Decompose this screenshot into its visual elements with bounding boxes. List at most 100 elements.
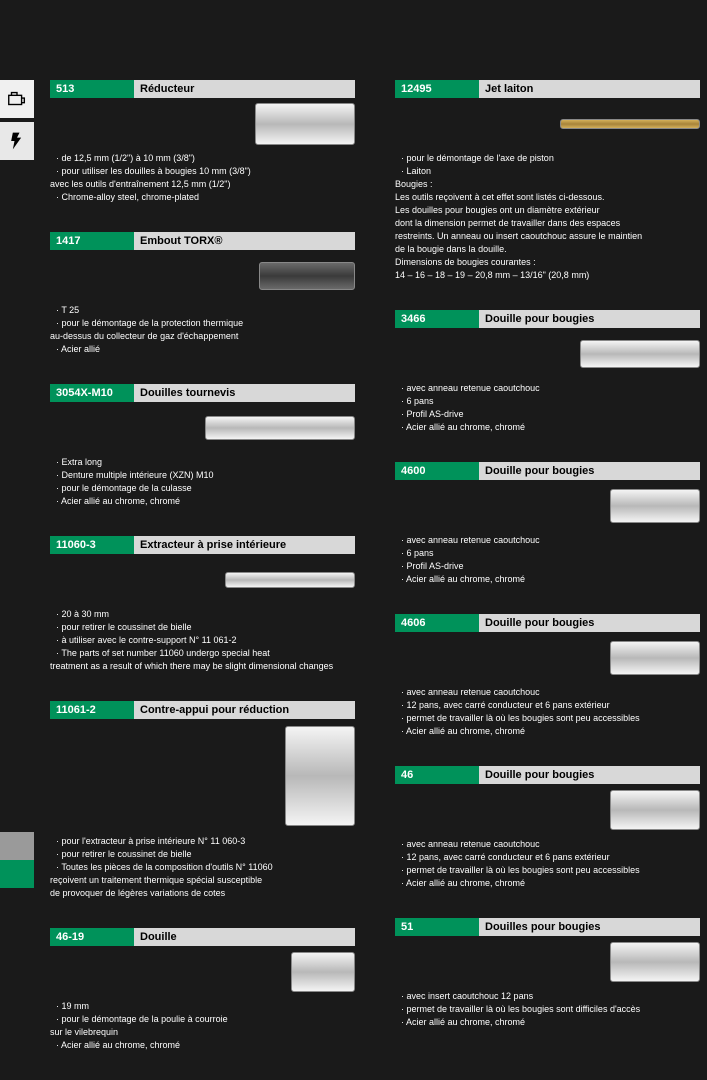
product-image (580, 340, 700, 368)
desc-line: · pour le démontage de la poulie à courr… (50, 1013, 355, 1026)
product-description: · avec anneau retenue caoutchouc· 12 pan… (395, 838, 700, 890)
desc-line: · avec anneau retenue caoutchouc (395, 534, 700, 547)
product-header: 513Réducteur (50, 80, 355, 98)
product-code: 513 (50, 80, 134, 98)
product-title: Douille (134, 928, 355, 946)
product-title: Réducteur (134, 80, 355, 98)
product-title: Embout TORX® (134, 232, 355, 250)
desc-line: · T 25 (50, 304, 355, 317)
desc-line: · 6 pans (395, 547, 700, 560)
desc-line: · Chrome-alloy steel, chrome-plated (50, 191, 355, 204)
product-image (610, 489, 700, 523)
product-description: · pour le démontage de l'axe de piston· … (395, 152, 700, 282)
product-image-slot (50, 556, 355, 604)
product-title: Douilles pour bougies (479, 918, 700, 936)
product-header: 4606Douille pour bougies (395, 614, 700, 632)
desc-line: · Acier allié au chrome, chromé (395, 573, 700, 586)
desc-line: · pour le démontage de la protection the… (50, 317, 355, 330)
product-code: 46-19 (50, 928, 134, 946)
desc-line: · pour le démontage de la culasse (50, 482, 355, 495)
product-title: Douilles tournevis (134, 384, 355, 402)
product-title: Douille pour bougies (479, 462, 700, 480)
desc-line: · Profil AS-drive (395, 408, 700, 421)
desc-line: restreints. Un anneau ou insert caoutcho… (395, 230, 700, 243)
product-image (610, 641, 700, 675)
desc-line: · Acier allié au chrome, chromé (395, 1016, 700, 1029)
engine-icon (0, 80, 34, 118)
product-image-slot (50, 252, 355, 300)
product-block: 46-19Douille · 19 mm· pour le démontage d… (50, 928, 355, 1052)
desc-line: · 12 pans, avec carré conducteur et 6 pa… (395, 851, 700, 864)
product-title: Douille pour bougies (479, 766, 700, 784)
desc-line: · avec insert caoutchouc 12 pans (395, 990, 700, 1003)
product-block: 3054X-M10Douilles tournevis · Extra long ·… (50, 384, 355, 508)
product-image (291, 952, 355, 992)
spark-icon (0, 122, 34, 160)
product-code: 11061-2 (50, 701, 134, 719)
desc-line: · permet de travailler là où les bougies… (395, 1003, 700, 1016)
desc-line: · 20 à 30 mm (50, 608, 355, 621)
desc-line: · 19 mm (50, 1000, 355, 1013)
desc-line: 14 – 16 – 18 – 19 – 20,8 mm – 13/16" (20… (395, 269, 700, 282)
product-description: · pour l'extracteur à prise intérieure N… (50, 835, 355, 900)
desc-line: · Acier allié au chrome, chromé (50, 1039, 355, 1052)
desc-line: · 12 pans, avec carré conducteur et 6 pa… (395, 699, 700, 712)
product-block: 11061-2Contre-appui pour réduction · pour… (50, 701, 355, 900)
product-block: 1417Embout TORX® · T 25· pour le démontag… (50, 232, 355, 356)
product-header: 11060-3Extracteur à prise intérieure (50, 536, 355, 554)
desc-line: Les outils reçoivent à cet effet sont li… (395, 191, 700, 204)
product-description: · avec anneau retenue caoutchouc· 12 pan… (395, 686, 700, 738)
product-description: · 19 mm· pour le démontage de la poulie … (50, 1000, 355, 1052)
sidebar (0, 80, 34, 164)
desc-line: · avec anneau retenue caoutchouc (395, 838, 700, 851)
desc-line: · Profil AS-drive (395, 560, 700, 573)
desc-line: dont la dimension permet de travailler d… (395, 217, 700, 230)
product-image (610, 942, 700, 982)
product-image-slot (395, 786, 700, 834)
desc-line: · avec anneau retenue caoutchouc (395, 382, 700, 395)
product-header: 11061-2Contre-appui pour réduction (50, 701, 355, 719)
desc-line: · Laiton (395, 165, 700, 178)
product-block: 4600Douille pour bougies· avec anneau re… (395, 462, 700, 586)
desc-line: · Acier allié au chrome, chromé (395, 725, 700, 738)
product-code: 1417 (50, 232, 134, 250)
product-image-slot (395, 100, 700, 148)
desc-line: · pour l'extracteur à prise intérieure N… (50, 835, 355, 848)
desc-line: sur le vilebrequin (50, 1026, 355, 1039)
product-description: · de 12,5 mm (1/2") à 10 mm (3/8")· pour… (50, 152, 355, 204)
product-header: 12495Jet laiton (395, 80, 700, 98)
desc-line: · Acier allié au chrome, chromé (395, 877, 700, 890)
desc-line: · permet de travailler là où les bougies… (395, 864, 700, 877)
product-description: · avec anneau retenue caoutchouc· 6 pans… (395, 382, 700, 434)
desc-line: Bougies : (395, 178, 700, 191)
desc-line: · Acier allié au chrome, chromé (395, 421, 700, 434)
product-code: 51 (395, 918, 479, 936)
desc-line: · Acier allié (50, 343, 355, 356)
product-image (225, 572, 355, 588)
product-header: 46Douille pour bougies (395, 766, 700, 784)
product-block: 51Douilles pour bougies · avec insert cao… (395, 918, 700, 1029)
desc-line: de la bougie dans la douille. (395, 243, 700, 256)
product-title: Contre-appui pour réduction (134, 701, 355, 719)
desc-line: · pour utiliser les douilles à bougies 1… (50, 165, 355, 178)
right-column: 12495Jet laiton · pour le démontage de l'… (395, 80, 700, 1057)
desc-line: · Acier allié au chrome, chromé (50, 495, 355, 508)
desc-line: · pour retirer le coussinet de bielle (50, 848, 355, 861)
product-image-slot (50, 721, 355, 831)
desc-line: · Toutes les pièces de la composition d'… (50, 861, 355, 874)
product-header: 3054X-M10Douilles tournevis (50, 384, 355, 402)
product-code: 46 (395, 766, 479, 784)
product-image (610, 790, 700, 830)
desc-line: avec les outils d'entraînement 12,5 mm (… (50, 178, 355, 191)
page-marker (0, 832, 34, 888)
product-image-slot (395, 482, 700, 530)
product-block: 3466Douille pour bougies· avec anneau re… (395, 310, 700, 434)
left-column: 513Réducteur · de 12,5 mm (1/2") à 10 mm … (50, 80, 355, 1080)
product-title: Douille pour bougies (479, 310, 700, 328)
product-code: 4606 (395, 614, 479, 632)
desc-line: · Extra long (50, 456, 355, 469)
product-header: 51Douilles pour bougies (395, 918, 700, 936)
product-description: · T 25· pour le démontage de la protecti… (50, 304, 355, 356)
desc-line: au-dessus du collecteur de gaz d'échappe… (50, 330, 355, 343)
product-image-slot (50, 404, 355, 452)
